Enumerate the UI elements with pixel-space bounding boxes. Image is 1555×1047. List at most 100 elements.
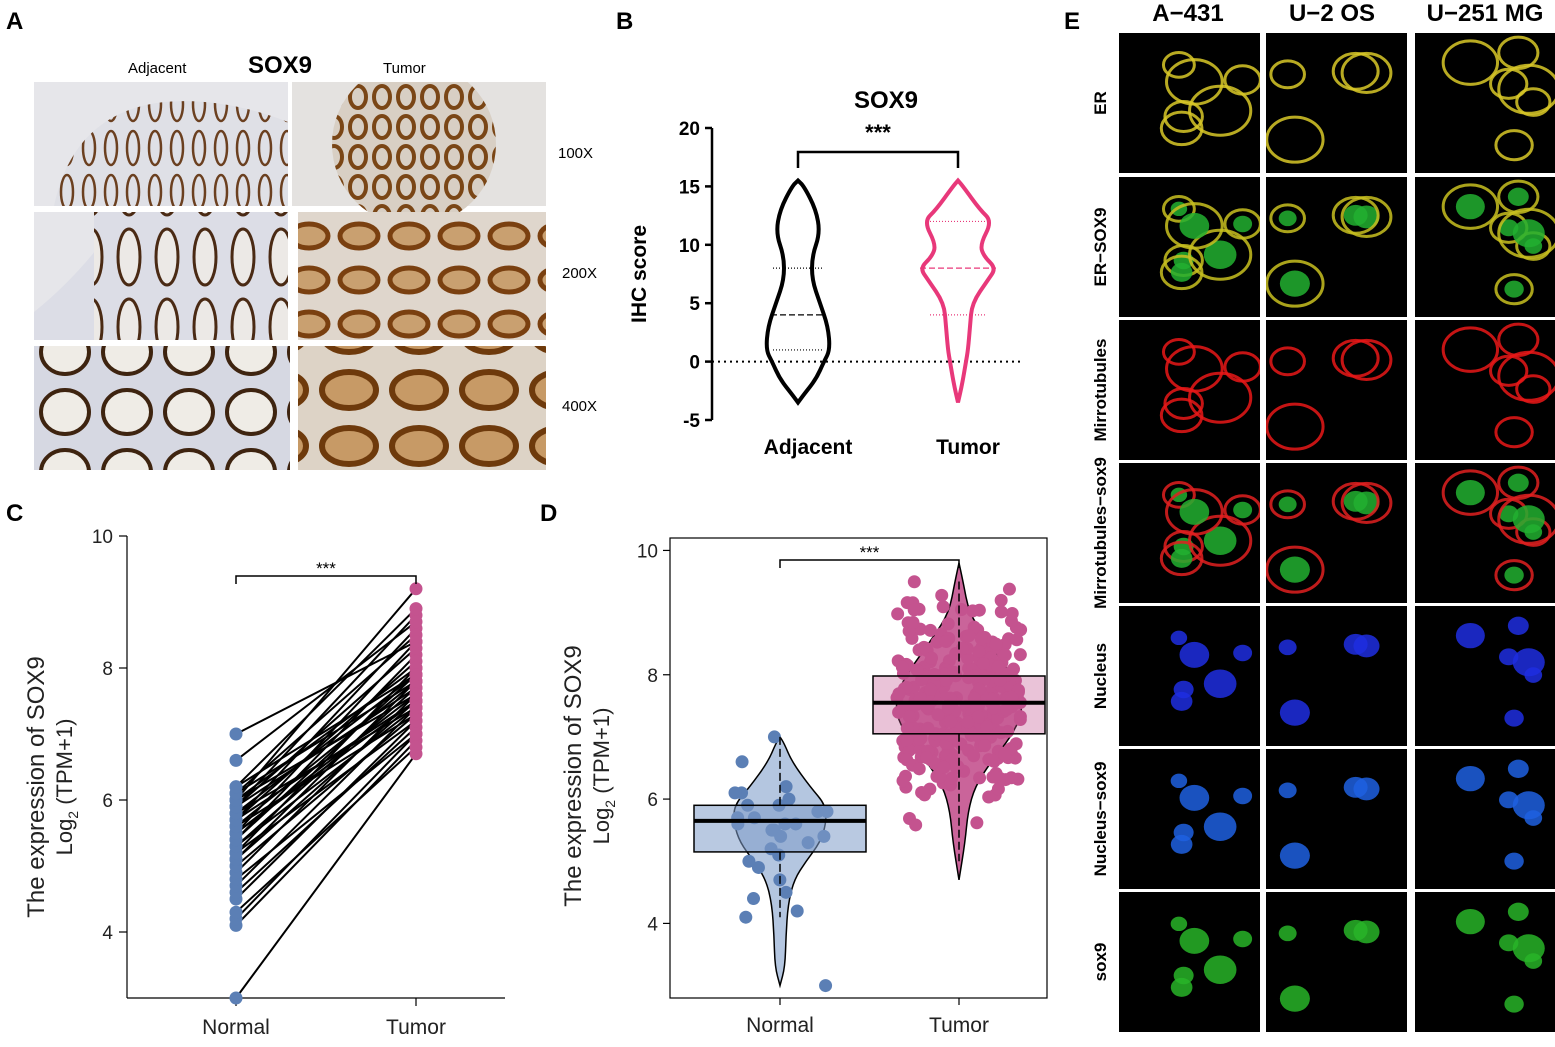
panel-c-letter: C (6, 500, 24, 527)
chart-d-tumor-point (907, 575, 921, 589)
magnification-100x: 100X (558, 145, 594, 162)
chart-b-sig-bracket (796, 150, 960, 168)
chart-d-tumor-point (907, 603, 921, 617)
micrograph-tile (1266, 892, 1407, 1032)
chart-d-tumor-point (973, 771, 987, 785)
chart-d-box-normal (693, 804, 867, 853)
cell-outline (1159, 540, 1204, 577)
chart-c-pair-line (235, 739, 417, 927)
chart-c-pair-line (235, 700, 417, 861)
cell-nucleus (1170, 548, 1193, 568)
panel-a-title: SOX9 (248, 52, 313, 79)
chart-b-title: SOX9 (854, 87, 918, 114)
micrograph-tile (1266, 320, 1407, 460)
chart-c-y-tick-label: 6 (102, 791, 113, 812)
chart-c-pair-line (235, 588, 417, 801)
chart-c-pair-line (235, 713, 417, 867)
cell-nucleus (1504, 566, 1524, 584)
chart-c-pair-line (235, 660, 417, 821)
chart-c-tumor-point (409, 668, 423, 682)
cell-outline (1188, 228, 1253, 281)
cell-nucleus (1279, 556, 1310, 583)
chart-c-sig-stars: *** (316, 559, 336, 578)
chart-c-pair-line (235, 733, 417, 920)
micrograph-tile (1119, 749, 1260, 889)
chart-c-tumor-point (409, 635, 423, 649)
chart-d-tumor-point (994, 593, 1008, 607)
cell-nucleus (1278, 639, 1297, 656)
chart-d-tumor-point (987, 701, 1001, 715)
cell-nucleus (1343, 919, 1368, 941)
cell-nucleus (1507, 187, 1529, 206)
chart-b-y-tick-label: 5 (689, 294, 700, 315)
chart-c-pair-line (235, 607, 417, 788)
chart-b-violin: SOX9 -5 0 5 10 15 20 IHC score Adjacent Tumor *** (628, 87, 1020, 459)
cell-outline (1159, 397, 1204, 434)
cell-nucleus (1507, 902, 1529, 921)
cell-outline (1489, 67, 1529, 100)
cell-nucleus (1170, 977, 1193, 997)
cell-nucleus (1343, 633, 1368, 655)
chart-d-tumor-point (1005, 606, 1019, 620)
chart-c-tumor-point (409, 602, 423, 616)
chart-d-violin-box: 4 6 8 10 Normal Tumor The expression of SOX9 Lo… (560, 537, 1048, 1034)
cell-outline (1269, 203, 1306, 234)
cell-nucleus (1233, 501, 1253, 519)
chart-c-pair-line (235, 746, 417, 913)
cell-outline (1331, 51, 1380, 91)
chart-d-normal-point (742, 854, 756, 868)
magnification-400x: 400X (562, 398, 598, 415)
cell-nucleus (1233, 215, 1253, 233)
chart-d-tumor-point (1013, 648, 1027, 662)
chart-c-normal-point (229, 727, 243, 741)
cell-nucleus (1455, 193, 1485, 220)
chart-d-sig-bracket (779, 559, 960, 568)
chart-d-tumor-point (1010, 633, 1024, 647)
chart-d-tumor-point (900, 721, 914, 735)
cell-outline (1497, 35, 1540, 70)
cell-nucleus (1512, 791, 1545, 820)
chart-d-y-label: The expression of SOX9 (560, 645, 587, 906)
chart-d-tumor-point (972, 644, 986, 658)
cell-nucleus (1233, 930, 1253, 948)
cell-outline (1441, 183, 1500, 230)
cell-nucleus (1512, 934, 1545, 963)
chart-c-pair-line (235, 673, 417, 841)
chart-c-pair-line (235, 693, 417, 834)
cell-outline (1441, 326, 1500, 373)
chart-d-tumor-point (962, 671, 976, 685)
chart-b-y-tick-label: 15 (679, 177, 701, 198)
chart-c-pair-line (235, 706, 417, 815)
chart-c-pair-line (235, 680, 417, 828)
cell-outline (1515, 87, 1552, 117)
chart-b-y-tick-label: 20 (679, 119, 700, 140)
cell-nucleus (1455, 479, 1485, 506)
cell-nucleus (1278, 782, 1297, 799)
chart-d-normal-point (739, 910, 753, 924)
chart-d-tumor-point (923, 623, 937, 637)
cell-nucleus (1170, 834, 1193, 854)
cell-nucleus (1507, 759, 1529, 778)
chart-d-tumor-point (895, 660, 909, 674)
chart-d-y-tick-label: 6 (647, 790, 658, 811)
panel-a-adjacent-label: Adjacent (128, 60, 187, 77)
micrograph-tile (1415, 177, 1555, 317)
cell-outline (1161, 194, 1196, 223)
panel-e-column-label: A−431 (1152, 0, 1224, 27)
cell-nucleus (1233, 644, 1253, 662)
panel-b-letter: B (616, 8, 634, 35)
cell-outline (1497, 63, 1555, 115)
cell-outline (1497, 465, 1540, 500)
chart-d-tumor-point (906, 615, 920, 629)
cell-nucleus (1278, 210, 1297, 227)
cell-outline (1340, 51, 1393, 94)
chart-c-normal-point (229, 753, 243, 767)
chart-d-tumor-point (925, 651, 939, 665)
cell-nucleus (1507, 473, 1529, 492)
cell-nucleus (1512, 219, 1545, 248)
cell-nucleus (1170, 773, 1188, 789)
cell-outline (1441, 39, 1500, 86)
cell-nucleus (1504, 280, 1524, 298)
chart-c-tumor-point (409, 615, 423, 629)
cell-outline (1161, 480, 1196, 509)
